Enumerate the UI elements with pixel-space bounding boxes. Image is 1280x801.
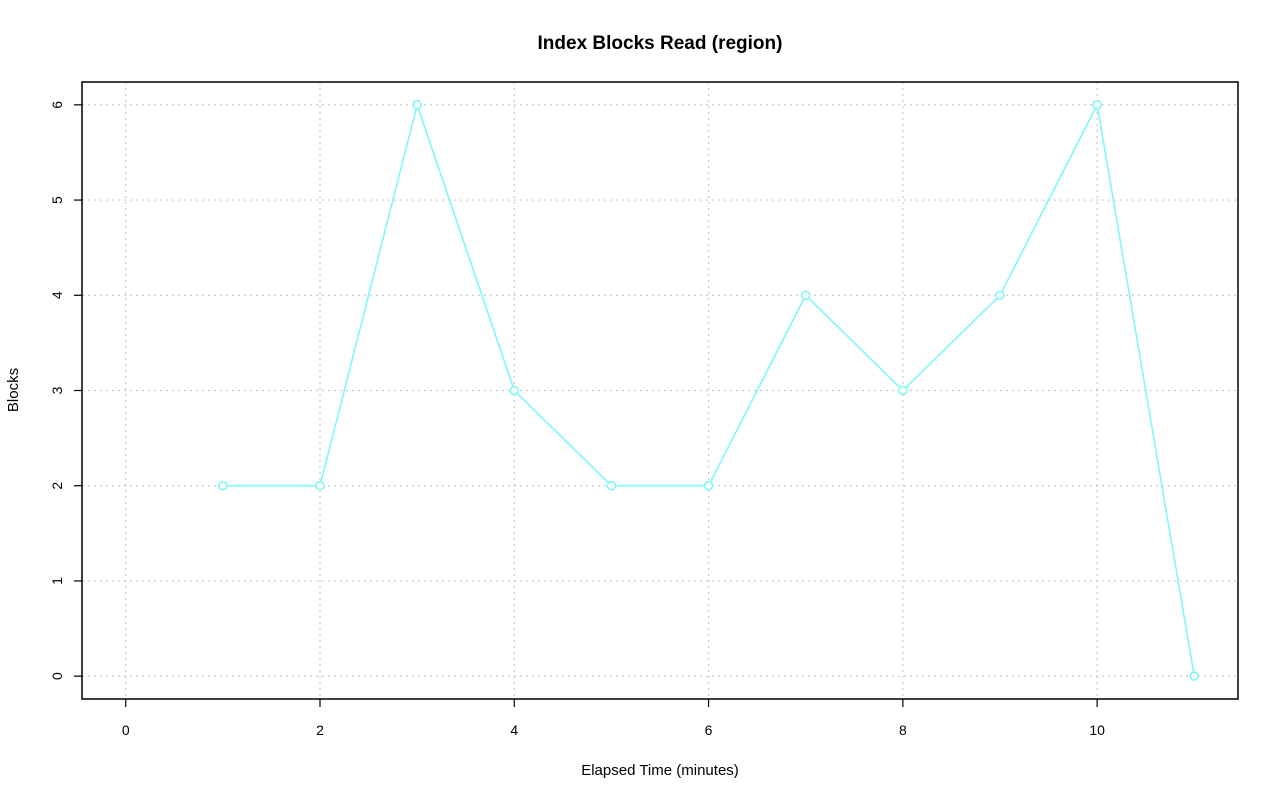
data-point — [1189, 671, 1200, 681]
x-axis-label: Elapsed Time (minutes) — [581, 762, 739, 779]
data-point — [995, 290, 1005, 301]
y-tick-label: 5 — [49, 196, 65, 204]
data-point — [412, 100, 422, 110]
data-series — [218, 100, 1200, 681]
y-tick-label: 4 — [49, 291, 65, 299]
data-point — [218, 480, 228, 491]
y-tick-label: 3 — [49, 386, 65, 394]
data-point — [703, 480, 714, 491]
x-tick-label: 0 — [122, 722, 130, 738]
data-point — [509, 385, 520, 396]
data-point — [1092, 100, 1102, 110]
x-tick-label: 8 — [899, 722, 907, 738]
y-tick-label: 2 — [49, 482, 65, 490]
y-tick-label: 1 — [49, 577, 65, 585]
x-tick-label: 10 — [1089, 722, 1105, 738]
x-tick-label: 6 — [705, 722, 713, 738]
y-tick-label: 0 — [49, 672, 65, 680]
grid-lines — [82, 82, 1238, 699]
data-point — [800, 290, 811, 301]
chart-title: Index Blocks Read (region) — [538, 33, 783, 54]
axes: 0 2 4 6 8 10 0 1 2 3 4 5 6 — [49, 101, 1105, 738]
plot-frame — [81, 81, 1239, 700]
data-point — [898, 385, 908, 396]
y-axis-label: Blocks — [5, 368, 22, 412]
x-tick-label: 4 — [510, 722, 518, 738]
data-point — [606, 480, 617, 491]
x-tick-label: 2 — [316, 722, 324, 738]
y-tick-label: 6 — [49, 101, 65, 109]
data-point — [315, 480, 325, 491]
